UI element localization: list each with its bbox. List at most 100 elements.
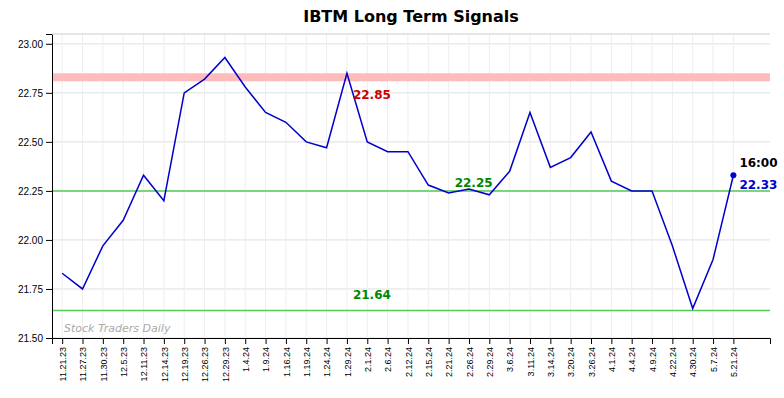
y-tick-label: 21.75 [18,284,43,295]
y-axis: 21.5021.7522.0022.2522.5022.7523.00 [18,35,53,344]
y-tick-label: 22.00 [18,235,43,246]
x-tick-label: 12.14.23 [160,347,170,382]
x-tick: 2.6.24 [383,338,393,372]
x-tick: 5.21.24 [729,338,739,377]
x-tick-label: 2.12.24 [404,347,414,377]
annotations: 22.8522.2521.6416:0022.33Stock Traders D… [64,88,778,335]
annotation: 16:00 [739,156,777,170]
y-tick-mark [46,240,52,241]
x-tick: 1.9.24 [261,338,271,372]
x-tick-label: 11.27.23 [78,347,88,381]
x-tick-label: 12.26.23 [200,347,210,382]
x-tick: 4.9.24 [648,338,658,372]
x-tick: 12.5.23 [119,338,129,377]
x-tick: 11.21.23 [58,338,68,381]
x-tick: 2.26.24 [465,338,475,377]
x-tick: 11.30.23 [98,338,108,381]
x-tick-mark [408,338,409,344]
x-tick-mark [550,338,551,344]
grid [52,34,770,338]
x-tick-label: 5.7.24 [709,347,719,372]
chart: 21.5021.7522.0022.2522.5022.7523.0011.21… [0,0,784,398]
x-tick-label: 2.6.24 [383,347,393,372]
x-tick: 1.19.24 [302,338,312,377]
x-tick-mark [245,338,246,344]
annotation: 21.64 [353,288,391,302]
x-tick-mark [164,338,165,344]
x-tick: 3.20.24 [566,338,576,377]
y-tick-mark [46,142,52,143]
x-tick-label: 3.6.24 [505,347,515,372]
x-tick: 4.1.24 [607,338,617,372]
x-tick: 5.7.24 [709,338,719,372]
x-tick: 3.6.24 [505,338,515,372]
x-tick-mark [632,338,633,344]
x-tick-label: 3.11.24 [526,347,536,376]
x-tick: 1.4.24 [241,338,251,372]
x-axis-line [53,339,771,345]
y-tick: 22.00 [18,235,52,246]
x-tick-mark [123,338,124,344]
x-tick: 3.26.24 [587,338,597,377]
plot-frame-top [52,34,770,35]
y-tick-mark [46,289,52,290]
y-tick-label: 22.75 [18,88,43,99]
plot: 21.5021.7522.0022.2522.5022.7523.0011.21… [18,34,778,382]
x-tick-mark [571,338,572,344]
x-tick: 11.27.23 [78,338,88,381]
x-tick-mark [184,338,185,344]
x-tick: 1.16.24 [282,338,292,377]
x-tick-mark [306,338,307,344]
x-tick-mark [62,338,63,344]
x-tick-label: 3.20.24 [566,347,576,377]
x-tick-mark [693,338,694,344]
grid-line-y [52,92,770,93]
x-tick: 4.22.24 [668,338,678,377]
x-tick-mark [611,338,612,344]
x-tick-label: 2.15.24 [424,347,434,377]
x-tick-label: 12.11.23 [139,347,149,381]
x-tick-label: 1.9.24 [261,347,271,372]
x-tick-mark [489,338,490,344]
x-tick-mark [428,338,429,344]
y-tick-label: 22.25 [18,186,43,197]
grid-line-y [52,288,770,289]
x-tick-label: 2.26.24 [465,347,475,377]
marks [52,58,770,311]
y-tick: 22.75 [18,88,52,99]
x-tick: 12.11.23 [139,338,149,381]
y-tick-label: 21.50 [18,333,43,344]
x-tick-mark [103,338,104,344]
x-tick-mark [144,338,145,344]
x-tick: 2.21.24 [444,338,454,377]
x-tick-label: 12.5.23 [119,347,129,377]
x-tick: 1.24.24 [322,338,332,377]
y-tick-mark [46,93,52,94]
x-tick-label: 11.21.23 [58,347,68,381]
reference-line [52,73,770,81]
x-tick-label: 3.26.24 [587,347,597,377]
x-tick-label: 1.24.24 [322,347,332,377]
x-tick-mark [266,338,267,344]
x-tick-mark [510,338,511,344]
x-tick-label: 1.16.24 [282,347,292,377]
x-tick-mark [367,338,368,344]
x-tick-label: 2.1.24 [363,347,373,372]
y-tick: 21.75 [18,284,52,295]
x-tick-mark [469,338,470,344]
x-axis: 11.21.23 11.27.23 11.30.23 12.5.23 12.11.23 1… [53,338,771,382]
x-tick-mark [652,338,653,344]
x-tick-mark [286,338,287,344]
x-tick-label: 4.1.24 [607,347,617,372]
x-tick-mark [591,338,592,344]
x-tick: 2.15.24 [424,338,434,377]
grid-line-y [52,141,770,142]
x-tick: 2.29.24 [485,338,495,377]
x-tick: 2.12.24 [404,338,414,377]
x-tick: 1.29.24 [343,338,353,377]
reference-line [52,190,770,192]
x-tick-label: 12.19.23 [180,347,190,382]
watermark: Stock Traders Daily [64,322,171,335]
x-tick-mark [205,338,206,344]
x-tick-mark [733,338,734,344]
